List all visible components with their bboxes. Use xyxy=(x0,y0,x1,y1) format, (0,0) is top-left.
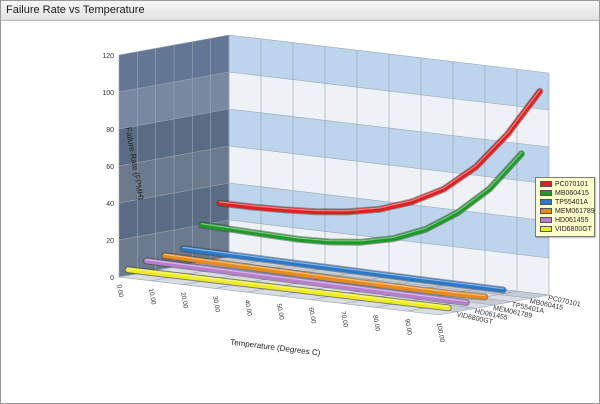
grid-line xyxy=(155,48,476,309)
legend-swatch xyxy=(540,181,552,187)
x-tick-label: 100.00 xyxy=(435,322,445,343)
legend-item: MB060415 xyxy=(536,189,594,198)
y-tick-label: 120 xyxy=(102,53,114,60)
legend-item: VID6800GT xyxy=(536,225,594,234)
x-tick-label: 0.00 xyxy=(115,284,124,298)
legend-swatch xyxy=(540,217,552,223)
legend-label: TP55401A xyxy=(555,199,589,206)
x-tick-label: 80.00 xyxy=(371,315,381,333)
legend-label: MB060415 xyxy=(555,190,589,197)
legend-item: HD061455 xyxy=(536,216,594,225)
y-tick-labels: 0 20 40 60 80 100 120 xyxy=(102,53,114,282)
series-ribbon-highlight xyxy=(219,89,541,212)
series-ribbon-highlight xyxy=(145,259,468,302)
series-ribbon xyxy=(199,151,524,245)
series-ribbon-highlight xyxy=(200,151,523,242)
legend-swatch xyxy=(540,190,552,196)
legend-label: VID6800GT xyxy=(555,226,592,233)
series-ribbon xyxy=(180,246,506,293)
y-tick-label: 0 xyxy=(110,275,114,282)
series-ribbon xyxy=(217,88,543,215)
x-tick-label: 10.00 xyxy=(147,288,157,306)
y-tick-label: 100 xyxy=(102,90,114,97)
x-tick-label: 40.00 xyxy=(243,299,253,317)
x-tick-label: 90.00 xyxy=(403,318,413,336)
legend-swatch xyxy=(540,199,552,205)
x-tick-label: 30.00 xyxy=(211,296,221,314)
series-group xyxy=(124,87,544,312)
series-ribbon-highlight xyxy=(182,246,504,290)
legend-swatch xyxy=(540,226,552,232)
x-tick-labels: 0.00 10.00 20.00 30.00 40.00 50.00 60.00 70.00 8… xyxy=(115,284,445,343)
x-tick-label: 20.00 xyxy=(179,292,189,310)
legend-item: PC070101 xyxy=(536,180,594,189)
window-titlebar: Failure Rate vs Temperature xyxy=(1,1,599,21)
x-axis-title: Temperature (Degrees C) xyxy=(230,338,321,358)
series-ribbon-highlight xyxy=(127,267,449,308)
legend-label: HD061455 xyxy=(555,217,589,224)
series-ribbon xyxy=(162,253,488,300)
y-tick-label: 60 xyxy=(106,164,114,171)
y-tick-label: 20 xyxy=(106,238,114,245)
y-tick-label: 80 xyxy=(106,127,114,134)
x-tick-label: 70.00 xyxy=(339,311,349,329)
legend-item: TP55401A xyxy=(536,198,594,207)
series-ribbon xyxy=(144,258,469,306)
x-tick-label: 50.00 xyxy=(275,303,285,321)
grid-line xyxy=(118,55,440,316)
legend-label: MEM061789 xyxy=(555,208,595,215)
window-title: Failure Rate vs Temperature xyxy=(6,4,145,16)
chart-legend: PC070101 MB060415 TP55401A MEM061789 HD06145… xyxy=(535,177,595,237)
legend-label: PC070101 xyxy=(555,181,589,188)
y-tick-label: 40 xyxy=(106,201,114,208)
legend-swatch xyxy=(540,208,552,214)
legend-item: MEM061789 xyxy=(536,207,595,216)
series-ribbon xyxy=(125,267,451,311)
plot-area: 0 20 40 60 80 100 120 Failure Rate (FPMH) 0.00 10… xyxy=(1,22,599,403)
grid-line xyxy=(137,51,458,312)
x-tick-label: 60.00 xyxy=(307,307,317,325)
series-ribbon-highlight xyxy=(164,253,486,297)
